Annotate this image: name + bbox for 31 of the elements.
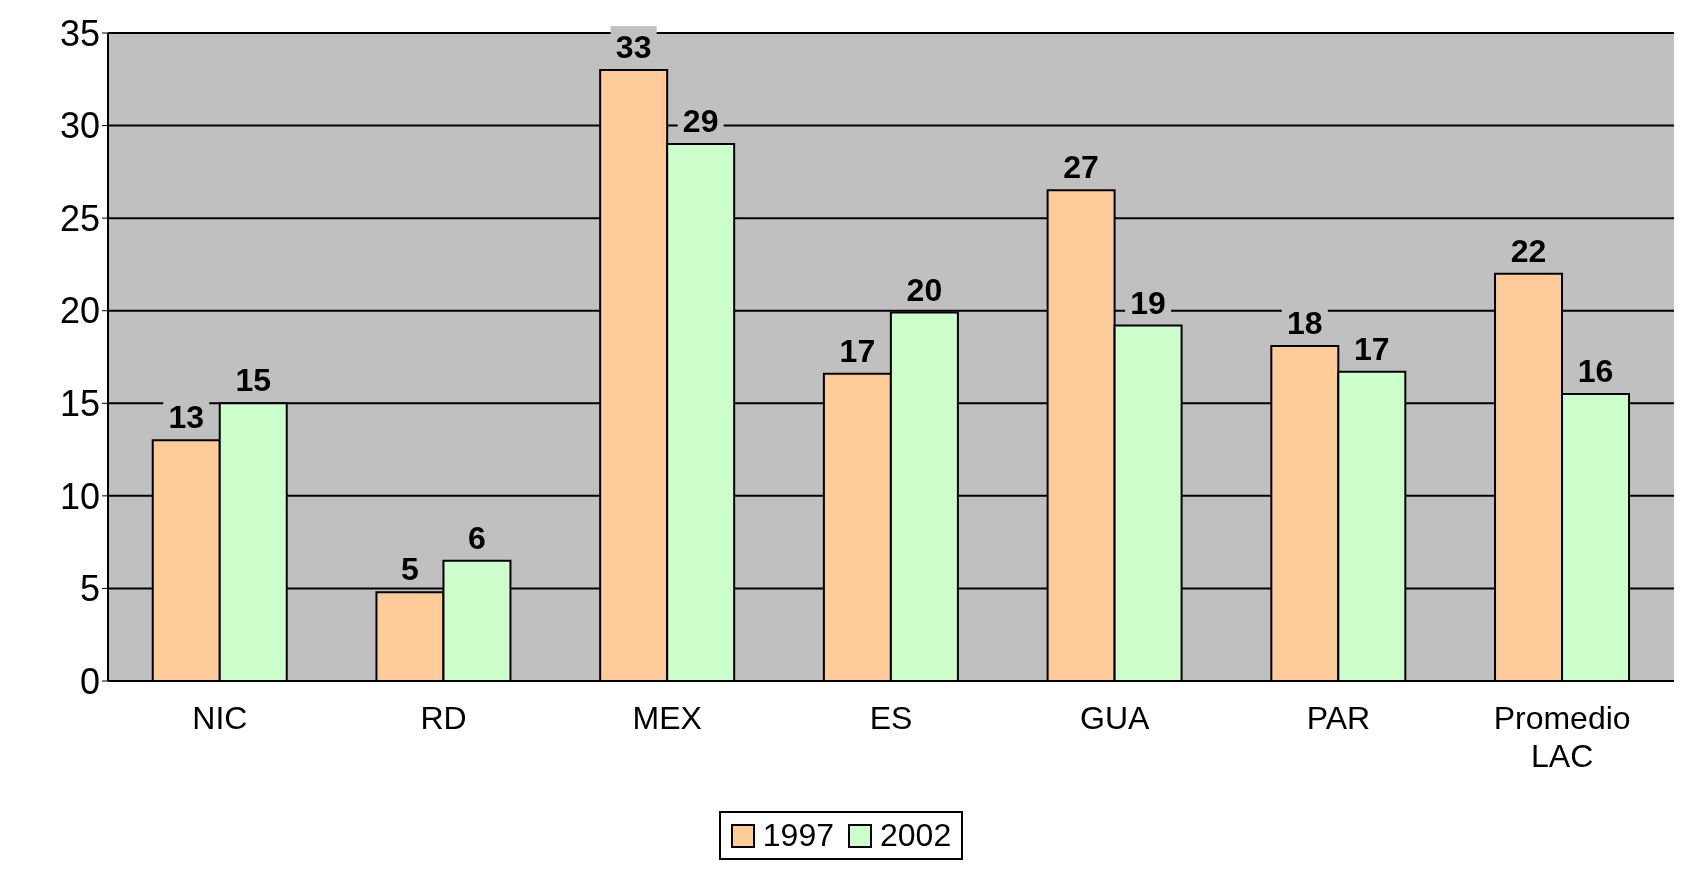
legend-label: 2002 <box>880 817 952 854</box>
x-tick-label: PAR <box>1306 700 1371 736</box>
x-tick-label: ES <box>869 700 913 736</box>
y-tick-label: 30 <box>59 105 100 147</box>
y-tick-label: 15 <box>59 383 100 425</box>
y-tick-label: 0 <box>79 660 100 702</box>
x-tick-label: NIC <box>192 700 248 736</box>
data-label: 13 <box>168 399 205 436</box>
data-label: 17 <box>839 332 876 369</box>
y-tick-label: 25 <box>59 197 100 239</box>
y-tick-label: 35 <box>59 12 100 54</box>
data-label: 6 <box>468 519 486 556</box>
y-tick-label: 5 <box>79 568 100 610</box>
legend-label: 1997 <box>762 817 834 854</box>
y-tick-label: 10 <box>59 475 100 517</box>
data-label: 29 <box>682 103 719 140</box>
x-tick-label: MEX <box>632 700 702 736</box>
data-label: 17 <box>1354 330 1390 367</box>
data-label: 20 <box>906 271 943 308</box>
data-label: 22 <box>1510 232 1547 269</box>
data-label: 15 <box>235 362 272 399</box>
data-label: 16 <box>1577 353 1614 390</box>
data-label: 5 <box>401 551 419 588</box>
data-label: 19 <box>1130 284 1166 321</box>
data-label: 33 <box>615 29 652 66</box>
x-tick-label: GUA <box>1080 700 1151 736</box>
data-label: 27 <box>1063 149 1099 186</box>
x-tick-label: RD <box>420 700 467 736</box>
data-label: 18 <box>1287 304 1323 341</box>
y-tick-label: 20 <box>59 290 100 332</box>
x-tick-label: Promedio LAC <box>1493 700 1631 774</box>
